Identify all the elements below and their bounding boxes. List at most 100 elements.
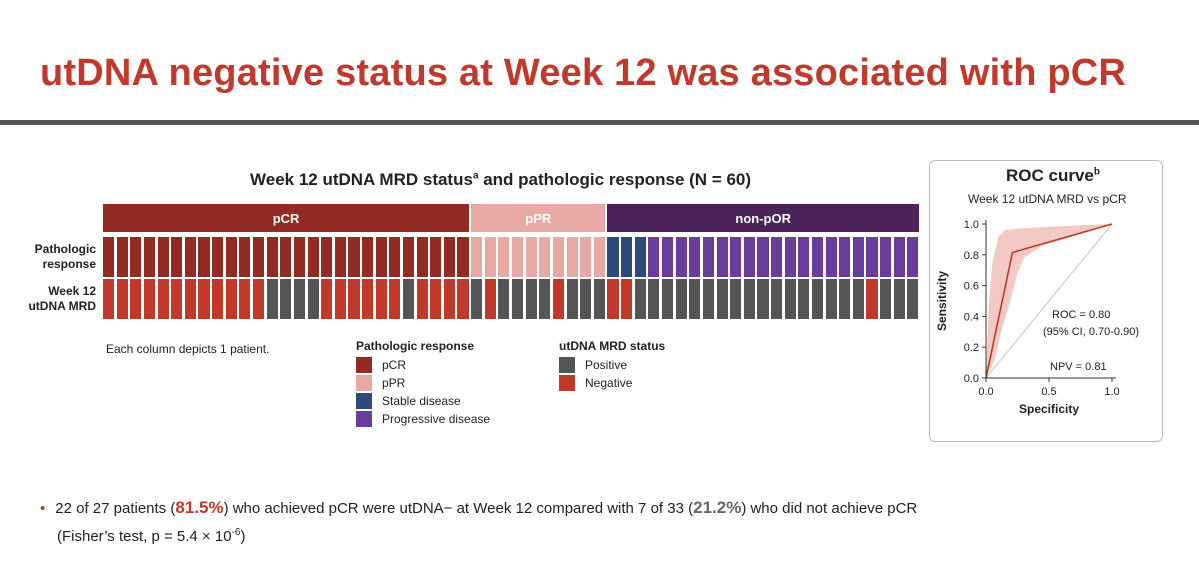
mrd-cell <box>675 279 687 319</box>
title-divider <box>0 120 1199 125</box>
mrd-cell <box>225 279 237 319</box>
pathologic-cell <box>266 237 278 277</box>
legend-item-positive: Positive <box>559 357 627 373</box>
pathologic-cell <box>907 237 919 277</box>
pathologic-cell <box>498 237 510 277</box>
roc-x-tick-label: 0.0 <box>978 386 993 398</box>
mrd-cell <box>512 279 524 319</box>
mrd-cell <box>484 279 496 319</box>
legend-item-pcr: pCR <box>356 357 406 373</box>
pathologic-cell <box>307 237 319 277</box>
pathologic-cell <box>798 237 810 277</box>
pathologic-cell <box>839 237 851 277</box>
pathologic-cell <box>143 237 156 277</box>
roc-y-tick-label: 1.0 <box>964 219 979 231</box>
roc-curve-line <box>985 223 1113 379</box>
pathologic-cell <box>539 237 551 277</box>
pathologic-cell <box>402 237 415 277</box>
mrd-cell <box>798 279 810 319</box>
mrd-cell <box>580 279 592 319</box>
mrd-cell <box>130 279 142 319</box>
roc-x-tick-label: 0.5 <box>1041 386 1056 398</box>
mrd-cell <box>552 279 565 319</box>
mrd-cell <box>880 279 892 319</box>
mrd-cell <box>702 279 714 319</box>
summary-bullet: • 22 of 27 patients (81.5%) who achieved … <box>40 498 918 545</box>
mrd-cell <box>634 279 646 319</box>
pathologic-cell <box>743 237 755 277</box>
roc-y-tick-label: 0.0 <box>964 373 979 385</box>
mrd-cell <box>593 279 605 319</box>
legend-item-negative: Negative <box>559 375 632 391</box>
mrd-cell <box>430 279 442 319</box>
mrd-cell <box>566 279 578 319</box>
mrd-cell <box>907 279 919 319</box>
legend-item-ppr: pPR <box>356 375 405 391</box>
pathologic-cell <box>689 237 701 277</box>
mrd-cell <box>184 279 196 319</box>
pathologic-cell <box>280 237 292 277</box>
roc-y-axis-label: Sensitivity <box>935 271 949 331</box>
group-header-non-por: non-pOR <box>607 204 919 232</box>
mrd-cell <box>498 279 510 319</box>
mrd-cell <box>771 279 783 319</box>
mrd-cell <box>334 279 346 319</box>
pathologic-cell <box>675 237 687 277</box>
pathologic-cell <box>648 237 660 277</box>
mrd-cell <box>252 279 265 319</box>
mrd-cell <box>321 279 333 319</box>
heatmap-title: Week 12 utDNA MRD statusa and pathologic… <box>250 170 752 189</box>
pathologic-cell <box>103 237 115 277</box>
pathologic-cell <box>866 237 878 277</box>
pathologic-cell <box>321 237 333 277</box>
mrd-cell <box>893 279 905 319</box>
bullet-dot: • <box>40 500 46 517</box>
pathologic-cell <box>116 237 128 277</box>
row-label-utdna-mrd: Week 12 utDNA MRD <box>28 284 96 313</box>
legend-swatch-stable-disease <box>356 393 372 409</box>
legend-pathologic-title: Pathologic response <box>356 339 475 353</box>
slide-title: utDNA negative status at Week 12 was ass… <box>40 52 1127 94</box>
pathologic-cell <box>184 237 196 277</box>
mrd-cell <box>839 279 851 319</box>
mrd-cell <box>648 279 660 319</box>
pathologic-cell <box>130 237 142 277</box>
pathologic-cell <box>607 237 619 277</box>
mrd-cell <box>825 279 837 319</box>
mrd-cell <box>171 279 183 319</box>
mrd-cell <box>212 279 224 319</box>
mrd-cell <box>402 279 415 319</box>
roc-npv-annotation: NPV = 0.81 <box>1050 361 1107 373</box>
roc-ci-annotation: (95% CI, 0.70-0.90) <box>1043 326 1139 338</box>
pathologic-cell <box>525 237 537 277</box>
pathologic-cell <box>471 237 483 277</box>
mrd-cell <box>525 279 537 319</box>
mrd-cell <box>389 279 401 319</box>
pathologic-cell <box>252 237 265 277</box>
mrd-cell <box>348 279 360 319</box>
pathologic-cell <box>484 237 496 277</box>
mrd-cell <box>716 279 728 319</box>
pct-non-pcr: 21.2% <box>693 498 742 517</box>
pathologic-cell <box>443 237 455 277</box>
mrd-cell <box>116 279 128 319</box>
mrd-cell <box>784 279 796 319</box>
mrd-cell <box>866 279 878 319</box>
pathologic-cell <box>580 237 592 277</box>
pathologic-cell <box>293 237 305 277</box>
pathologic-cell <box>552 237 565 277</box>
mrd-cell <box>143 279 156 319</box>
pathologic-cell <box>416 237 428 277</box>
roc-reference-line <box>985 223 1113 379</box>
legend-item-progressive-disease: Progressive disease <box>356 411 490 427</box>
pathologic-cell <box>771 237 783 277</box>
pathologic-cell <box>171 237 183 277</box>
legend-swatch-pcr <box>356 357 372 373</box>
pathologic-cell <box>457 237 469 277</box>
legend-swatch-progressive-disease <box>356 411 372 427</box>
pathologic-cell <box>702 237 714 277</box>
mrd-cell <box>689 279 701 319</box>
pathologic-cell <box>157 237 169 277</box>
mrd-cell <box>157 279 169 319</box>
roc-y-tick-label: 0.4 <box>964 311 979 323</box>
